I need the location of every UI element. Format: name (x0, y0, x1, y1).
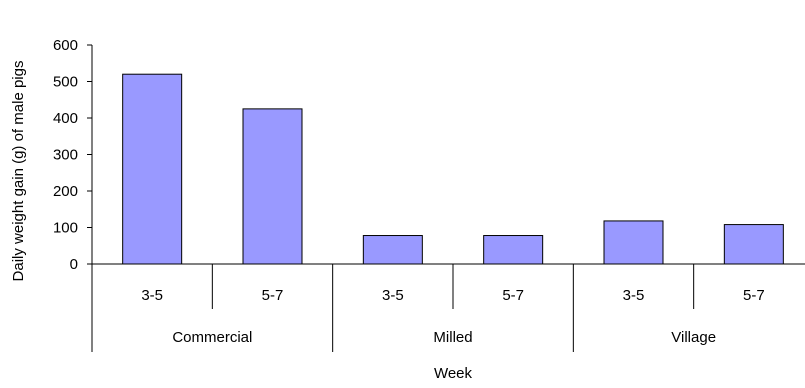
x-tick-label: 3-5 (382, 287, 404, 304)
y-tick-label: 500 (53, 74, 78, 91)
y-axis-label: Daily weight gain (g) of male pigs (10, 61, 27, 282)
bar (723, 224, 784, 265)
x-group-label: Commercial (172, 329, 252, 346)
x-group-label: Village (671, 329, 716, 346)
bar (603, 220, 664, 265)
x-tick-label: 3-5 (623, 287, 645, 304)
x-tick-label: 5-7 (262, 287, 284, 304)
y-tick-label: 100 (53, 220, 78, 237)
x-tick-label: 5-7 (502, 287, 524, 304)
x-tick-label: 3-5 (141, 287, 163, 304)
y-tick-label: 300 (53, 147, 78, 164)
y-tick-label: 200 (53, 183, 78, 200)
y-axis: 0 100 200 300 400 500 600 (53, 37, 93, 273)
y-tick-label: 0 (70, 256, 78, 273)
bar (242, 108, 303, 265)
x-group-label: Milled (433, 329, 472, 346)
bar (362, 235, 423, 265)
bars (122, 73, 784, 265)
bar (483, 235, 544, 265)
x-axis-label: Week (434, 365, 473, 382)
x-tick-label: 5-7 (743, 287, 765, 304)
y-tick-label: 600 (53, 37, 78, 54)
x-axis: 3-5 5-7 3-5 5-7 3-5 5-7 Commercial Milled Villag… (91, 263, 805, 352)
bar (122, 73, 183, 265)
y-tick-label: 400 (53, 110, 78, 127)
